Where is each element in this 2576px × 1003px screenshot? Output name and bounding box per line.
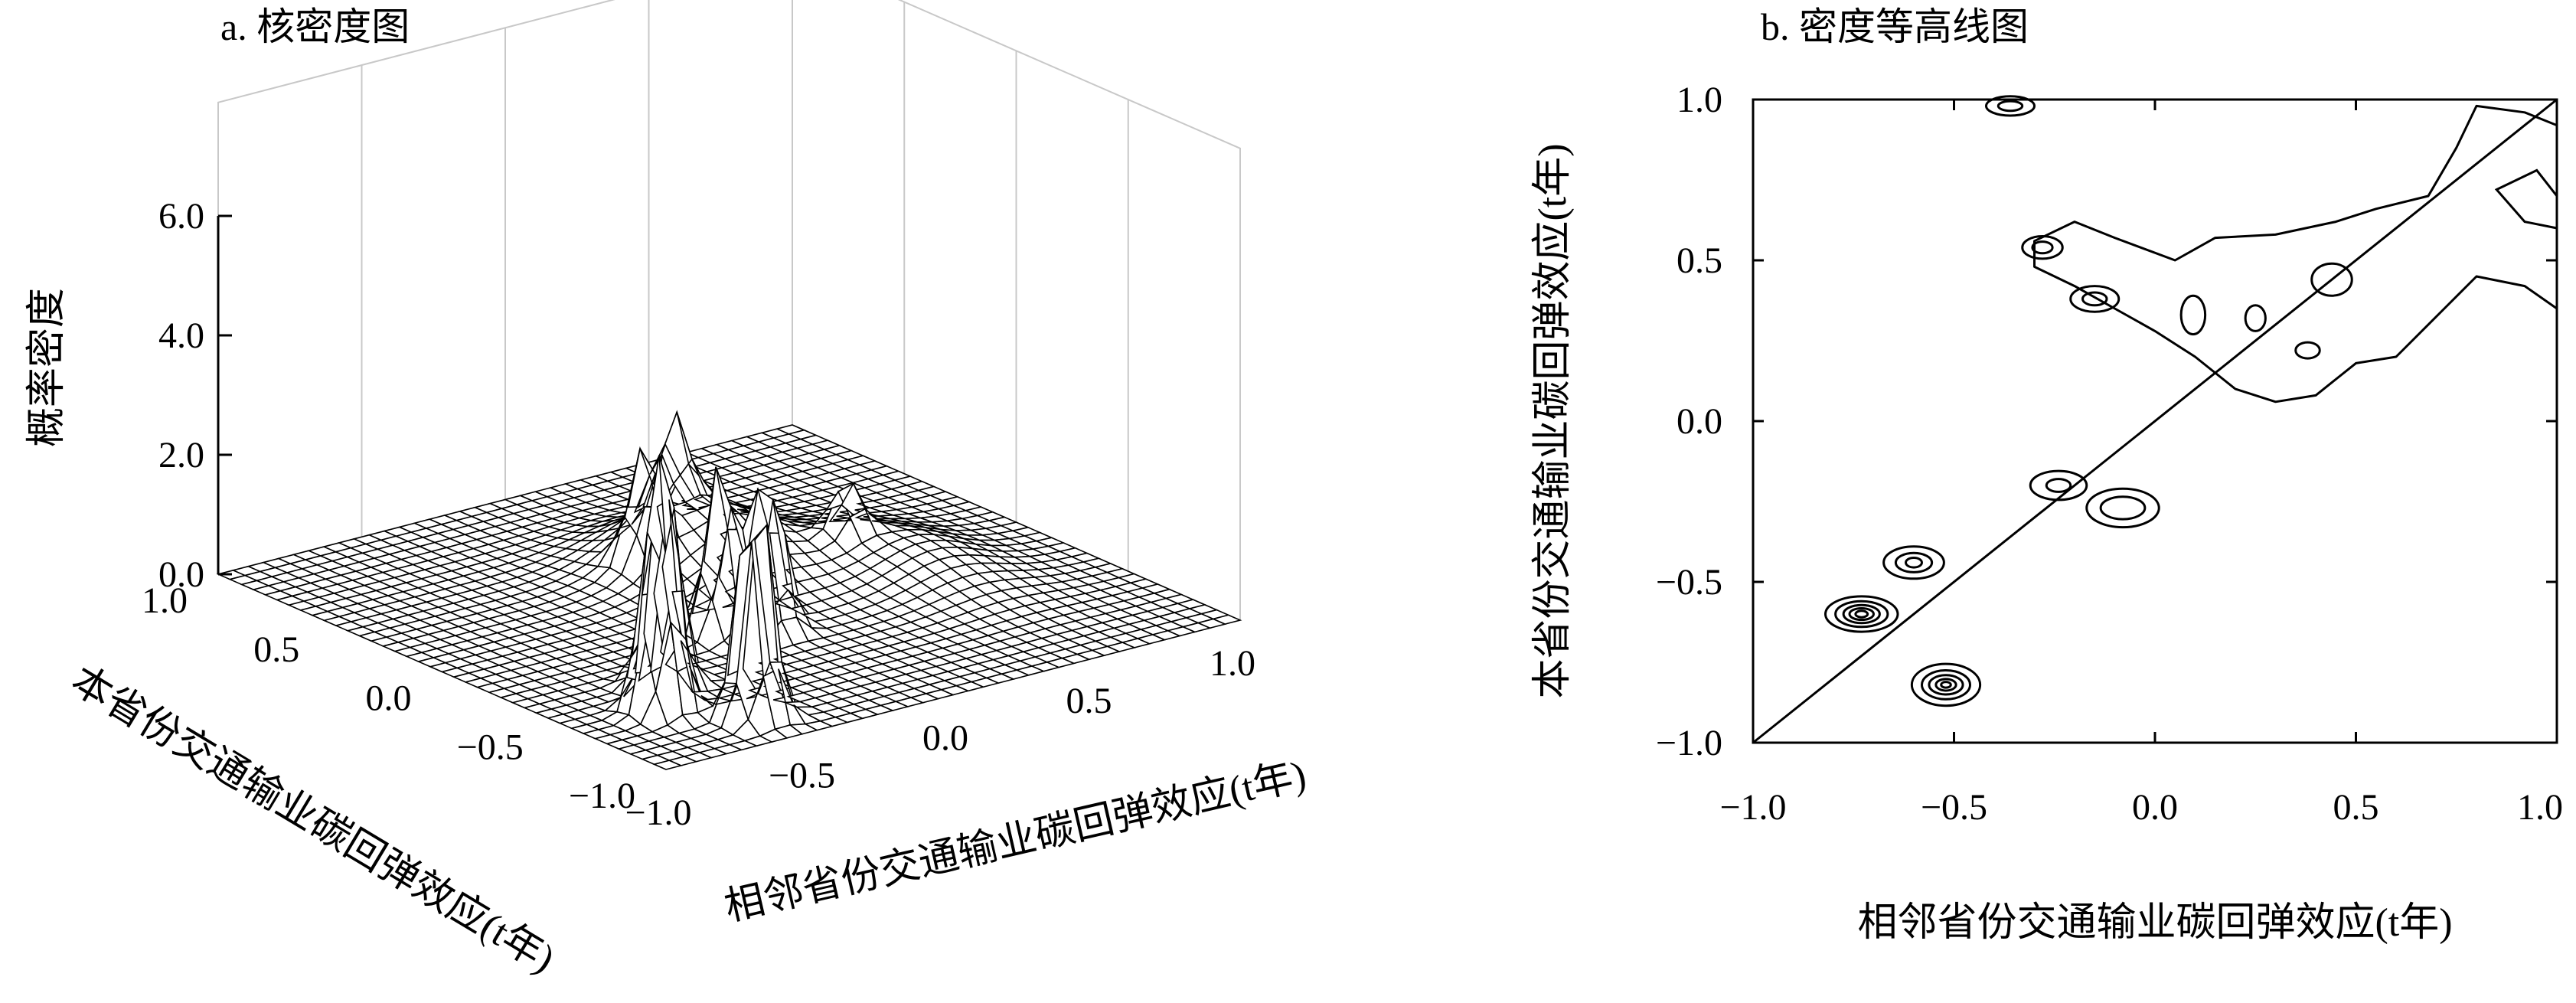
panel-a-y-tick-label: 0.0	[366, 678, 412, 719]
panel-b-reference-line	[1752, 98, 2558, 744]
panel-a-z-ticks: 0.0 2.0 4.0 6.0	[158, 196, 232, 595]
panel-a-y-tick-label: −0.5	[457, 727, 524, 767]
panel-b-x-tick-label: −1.0	[1719, 787, 1786, 828]
panel-b-x-tick-label: 0.0	[2132, 787, 2178, 828]
panel-a-x-tick-label: 1.0	[1210, 643, 1255, 684]
panel-b-y-ticks: 1.0 0.5 0.0 −0.5 −1.0	[1656, 80, 2557, 763]
panel-b-y-tick-label: −0.5	[1656, 562, 1722, 603]
panel-a-surface-mesh	[216, 410, 1242, 770]
panel-a-title: a. 核密度图	[220, 5, 410, 48]
panel-a-z-label: 概率密度	[25, 288, 69, 447]
panel-a-z-tick-label: 4.0	[158, 315, 204, 356]
panel-a-x-tick-label: 0.5	[1066, 681, 1112, 721]
panel-b-title: b. 密度等高线图	[1761, 5, 2029, 48]
panel-a-surface-plot: a. 核密度图 0.0 2.0 4.0 6.0 −1.0 −0.5 0.0 0.5 1.0 1…	[25, 0, 1310, 982]
panel-a-y-ticks: 1.0 0.5 0.0 −0.5 −1.0	[142, 580, 635, 816]
panel-a-y-tick-label: −1.0	[569, 776, 635, 816]
panel-a-z-tick-label: 0.0	[158, 554, 204, 595]
panel-b-contours	[1824, 95, 2558, 707]
panel-b-x-label: 相邻省份交通输业碳回弹效应(t年)	[1857, 901, 2452, 945]
panel-a-z-tick-label: 2.0	[158, 435, 204, 475]
panel-a-x-tick-label: −1.0	[625, 792, 691, 833]
panel-b-contour-plot: b. 密度等高线图 −1.0 −0.5 0.0 0.5 1.0 1.0 0.5 0.0 −0.…	[1531, 5, 2563, 945]
panel-a-x-ticks: −1.0 −0.5 0.0 0.5 1.0	[625, 643, 1255, 833]
panel-b-x-tick-label: −0.5	[1921, 787, 1987, 828]
panel-a-x-tick-label: −0.5	[769, 755, 835, 796]
panel-a-y-tick-label: 1.0	[142, 580, 188, 621]
panel-a-y-label: 本省份交通输业碳回弹效应(t年)	[64, 658, 562, 982]
panel-b-x-tick-label: 1.0	[2517, 787, 2563, 828]
panel-b-y-tick-label: −1.0	[1656, 723, 1722, 763]
panel-b-y-tick-label: 0.5	[1677, 240, 1722, 281]
panel-b-y-tick-label: 1.0	[1677, 80, 1722, 120]
panel-b-y-label: 本省份交通输业碳回弹效应(t年)	[1531, 143, 1575, 698]
panel-b-y-tick-label: 0.0	[1677, 401, 1722, 442]
panel-a-x-tick-label: 0.0	[922, 718, 968, 759]
panel-a-y-tick-label: 0.5	[253, 629, 299, 670]
panel-b-x-ticks: −1.0 −0.5 0.0 0.5 1.0	[1719, 100, 2563, 828]
panel-a-z-tick-label: 6.0	[158, 196, 204, 237]
panel-b-x-tick-label: 0.5	[2333, 787, 2379, 828]
